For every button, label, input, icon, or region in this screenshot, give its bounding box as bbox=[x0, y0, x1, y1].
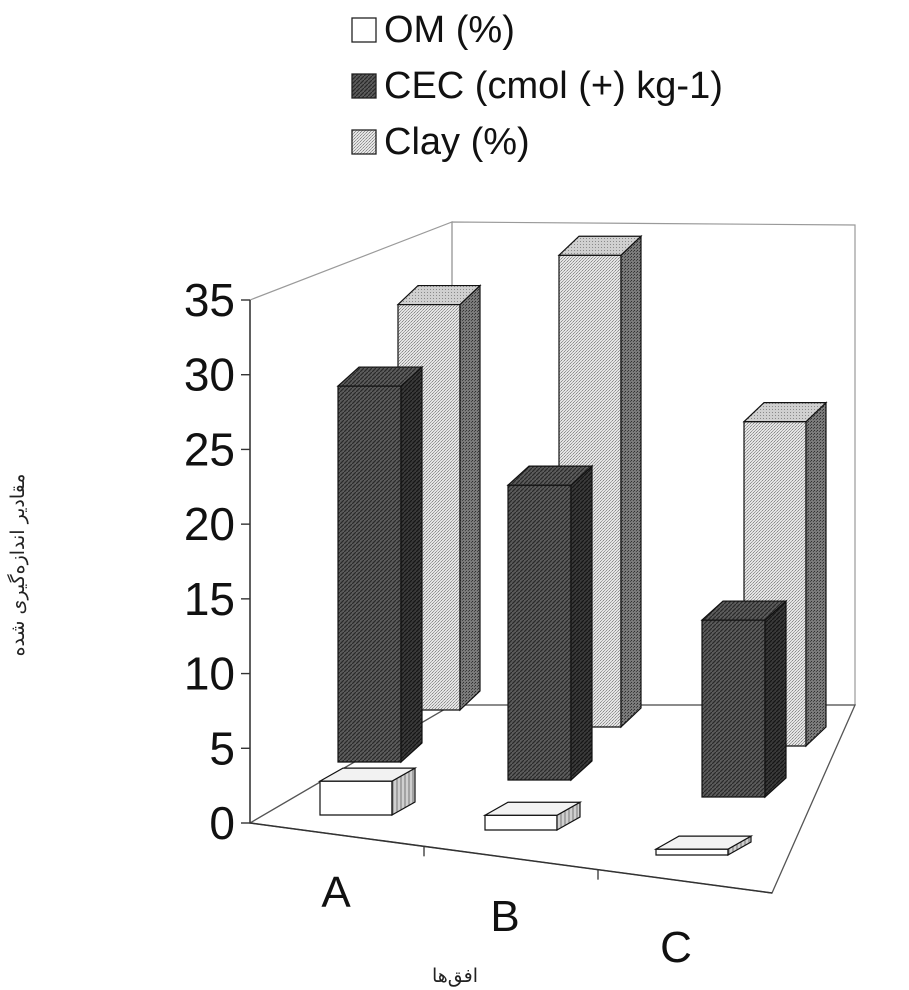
bar-side bbox=[459, 284, 481, 712]
x-category-label: C bbox=[660, 923, 692, 972]
legend-swatch bbox=[351, 129, 377, 155]
bar bbox=[506, 464, 594, 782]
bar-front bbox=[337, 385, 402, 763]
bar-front bbox=[701, 619, 766, 798]
bar-front bbox=[655, 848, 729, 856]
bar-top bbox=[653, 835, 754, 850]
x-axis: A B C bbox=[249, 822, 773, 972]
y-tick-label: 30 bbox=[184, 349, 235, 401]
y-tick-label: 20 bbox=[184, 498, 235, 550]
legend-swatch bbox=[351, 17, 377, 43]
y-tick-label: 5 bbox=[209, 722, 235, 774]
bar-side bbox=[620, 234, 642, 729]
bar-side bbox=[805, 401, 827, 748]
legend-item: Clay (%) bbox=[351, 121, 530, 163]
bar bbox=[482, 801, 583, 832]
bar-top bbox=[557, 235, 643, 256]
x-ticks: A B C bbox=[321, 846, 692, 972]
bar bbox=[700, 599, 788, 799]
bar-side bbox=[400, 365, 423, 764]
bar bbox=[317, 767, 418, 817]
bar-top bbox=[317, 767, 418, 782]
bar bbox=[336, 365, 424, 764]
legend: OM (%) CEC (cmol (+) kg-1) Clay (%) bbox=[351, 9, 723, 163]
y-tick-label: 25 bbox=[184, 423, 235, 475]
x-axis-title: افق‌ها bbox=[432, 965, 478, 987]
bar-front bbox=[319, 780, 393, 816]
x-axis-line bbox=[249, 822, 773, 894]
bar-side bbox=[570, 464, 593, 782]
y-tick-label: 15 bbox=[184, 573, 235, 625]
y-tick-label: 0 bbox=[209, 797, 235, 849]
bar-top bbox=[506, 465, 594, 486]
y-ticks: 0 5 10 15 20 25 30 35 bbox=[184, 274, 250, 849]
bar-front bbox=[507, 484, 572, 781]
y-tick-label: 35 bbox=[184, 274, 235, 326]
bar-side bbox=[764, 599, 787, 799]
legend-label: Clay (%) bbox=[384, 121, 530, 163]
y-axis: 0 5 10 15 20 25 30 35 bbox=[184, 274, 251, 849]
bars bbox=[317, 234, 828, 857]
bar-top bbox=[742, 402, 828, 423]
legend-label: OM (%) bbox=[384, 9, 515, 51]
bar-top bbox=[482, 801, 583, 816]
bar bbox=[653, 835, 754, 857]
legend-swatch bbox=[351, 73, 377, 99]
legend-label: CEC (cmol (+) kg-1) bbox=[384, 65, 723, 107]
legend-item: CEC (cmol (+) kg-1) bbox=[351, 65, 723, 107]
x-category-label: A bbox=[321, 868, 351, 917]
y-axis-title: مقادیر اندازه‌گیری شده bbox=[6, 474, 29, 657]
bar-top bbox=[396, 284, 482, 306]
bar-top bbox=[700, 600, 788, 621]
y-tick-label: 10 bbox=[184, 648, 235, 700]
bar-front bbox=[484, 814, 558, 831]
legend-item: OM (%) bbox=[351, 9, 515, 51]
x-category-label: B bbox=[490, 892, 519, 941]
bar-top bbox=[336, 366, 424, 387]
